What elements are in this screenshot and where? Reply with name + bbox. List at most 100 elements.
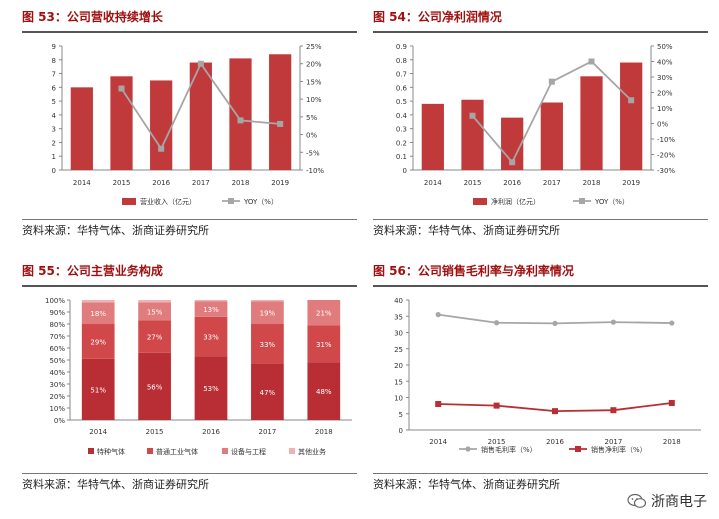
x-tick-label: 2018 [232,179,250,187]
watermark: 浙商电子 [627,491,707,511]
legend-swatch-marker [228,198,234,204]
legend-swatch [88,448,94,454]
data-label: 18% [90,310,106,318]
y2-tick-label: -30% [657,167,675,175]
y-tick-label: 35 [394,313,403,321]
y2-tick-label: -5% [306,149,320,157]
series-point [494,320,500,326]
bar [70,87,93,170]
yoy-point [118,85,125,92]
source-note: 资料来源：华特气体、浙商证券研究所 [22,478,209,491]
x-tick-label: 2015 [146,428,164,436]
stack-segment [138,302,171,321]
y-tick-label: 0 [52,167,56,175]
title-rule [22,31,357,33]
y2-tick-label: 5% [306,114,317,122]
y-tick-label: 0.9 [396,43,407,51]
stack-segment [251,301,284,324]
data-label: 33% [203,334,219,342]
yoy-point [588,58,595,65]
y-tick-label: 3 [52,126,56,134]
stack-segment [138,300,171,303]
y-tick-label: 0.3 [396,126,407,134]
y2-tick-label: 0% [306,132,317,140]
data-label: 15% [147,308,163,316]
y2-tick-label: 30% [657,74,673,82]
y2-tick-label: 20% [306,61,322,69]
legend-swatch-marker [575,446,581,452]
data-label: 53% [203,385,219,393]
legend-label: 净利润（亿元） [491,197,540,206]
y-tick-label: 5 [52,98,56,106]
y2-tick-label: -20% [657,152,675,160]
y-tick-label: 20 [394,362,403,370]
legend-label: 普通工业气体 [156,447,198,456]
y2-tick-label: 10% [657,105,673,113]
data-label: 27% [147,334,163,342]
y-tick-label: 80% [49,321,65,329]
y2-tick-label: 0% [657,121,668,129]
net-profit-chart: 0 0.1 0.2 0.3 0.4 0.5 0.6 0.7 0.8 0.9 50% 40% 30% 20%… [396,43,676,206]
y-tick-label: 0.4 [396,112,408,120]
title-rule [22,285,357,287]
legend-swatch [222,448,228,454]
x-tick-label: 2018 [663,438,681,446]
y-tick-label: 40% [49,369,65,377]
bar [269,54,292,171]
stack-segment [307,325,341,363]
panel-margins: 图 56：公司销售毛利率与净利率情况 0 5 10 15 20 25 30 35 40 2014 2… [373,262,708,502]
y-tick-label: 100% [45,297,65,305]
y-tick-label: 0.8 [396,57,407,65]
stack-segment [81,324,115,359]
bar [421,103,444,170]
legend-swatch-bar [122,198,136,205]
stack-segment [138,352,171,420]
series-point [610,319,616,325]
x-tick-label: 2015 [464,179,482,187]
x-tick-label: 2017 [604,438,622,446]
bar [189,62,212,170]
y-tick-label: 15 [394,378,403,386]
series-point [435,312,441,318]
title-rule [373,31,708,33]
watermark-text: 浙商电子 [651,494,707,510]
y2-tick-label: -10% [306,167,324,175]
stack-segment [194,356,228,420]
yoy-point [277,120,284,127]
x-tick-label: 2014 [429,438,447,446]
business-mix-chart: 0% 10% 20% 30% 40% 50% 60% 70% 80% 90% 100% 51% 29% 1… [45,297,352,456]
legend-swatch [289,448,295,454]
source-note: 资料来源：华特气体、浙商证券研究所 [373,478,560,491]
y2-tick-label: 20% [657,90,673,98]
yoy-point [628,97,635,104]
x-tick-label: 2015 [488,438,506,446]
legend-swatch-bar [473,198,487,205]
source-rule [373,219,708,220]
stack-segment [194,316,228,357]
source-note: 资料来源：华特气体、浙商证券研究所 [373,224,560,237]
y-tick-label: 40 [394,297,403,305]
series-point [552,320,558,326]
y-tick-label: 70% [49,333,65,341]
stack-segment [251,300,284,302]
y-tick-label: 0.2 [396,139,407,147]
chart-title: 图 53：公司营收持续增长 [22,10,163,24]
x-tick-label: 2014 [424,179,442,187]
series-point [610,407,617,414]
bar [620,62,643,170]
y-tick-label: 25 [394,346,403,354]
legend-label: 特种气体 [97,447,125,456]
source-rule [373,473,708,474]
y-tick-label: 0.7 [396,71,407,79]
y-tick-label: 2 [52,139,56,147]
x-tick-label: 2014 [89,428,107,436]
x-tick-label: 2017 [192,179,210,187]
y-tick-label: 30 [394,330,403,338]
y-tick-label: 0.6 [396,84,408,92]
x-tick-label: 2019 [271,179,289,187]
bar [110,76,133,170]
data-label: 51% [90,386,106,394]
y2-tick-label: 40% [657,59,673,67]
y2-tick-label: 25% [306,43,322,51]
legend-label: YOY（%） [594,198,629,206]
